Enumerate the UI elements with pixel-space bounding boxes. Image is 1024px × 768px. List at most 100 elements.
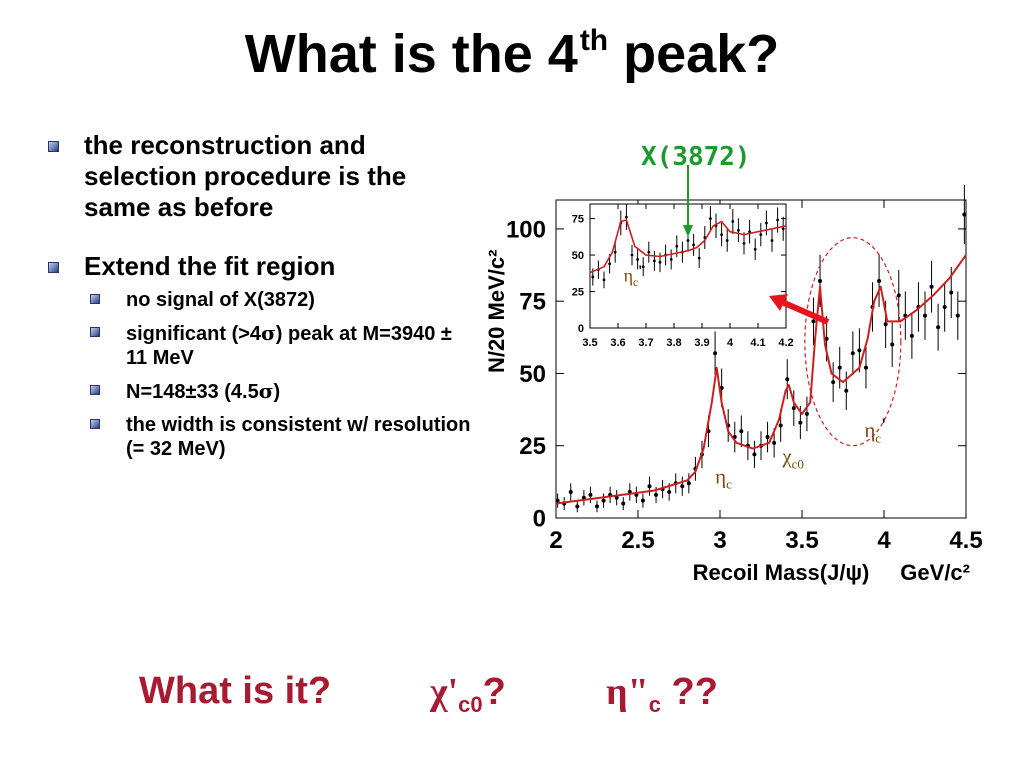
x-tick-label: 4.5	[949, 527, 982, 554]
bullet-reconstruction: the reconstruction and selection procedu…	[42, 130, 472, 223]
subbullet-width: the width is consistent w/ resolution (=…	[84, 413, 472, 461]
data-point	[798, 420, 803, 425]
data-point	[713, 351, 718, 356]
what-is-it-text: What is it?	[139, 670, 332, 712]
peak-label-symbol: η	[624, 265, 633, 285]
peak-label: ηc'	[864, 415, 886, 446]
subbullet-marker-icon	[90, 385, 100, 395]
data-point	[955, 313, 960, 318]
data-point	[697, 256, 701, 260]
fit-curve	[589, 219, 787, 274]
subbullet-marker-icon	[90, 327, 100, 337]
peak-label: ηc'	[624, 262, 643, 289]
data-point	[595, 504, 599, 509]
data-point	[818, 278, 823, 283]
fit-curve	[555, 254, 967, 505]
data-point	[654, 492, 659, 497]
inset-plot: 3.5 3.6 3.7 3.8 3.9 4 4.1 4.2 0 25 50 75 ηc'	[572, 203, 794, 349]
data-point	[772, 440, 777, 445]
data-point	[752, 452, 757, 457]
data-point	[636, 258, 639, 261]
data-point	[791, 406, 796, 411]
data-point	[653, 259, 656, 263]
chi-symbol: χ	[430, 671, 448, 713]
peak-label-subscript: c	[726, 477, 732, 492]
data-point	[929, 284, 934, 289]
data-point	[640, 498, 645, 503]
subbullet-marker-icon	[90, 294, 100, 304]
data-point	[804, 411, 809, 416]
peak-label-symbol: η	[715, 464, 726, 488]
data-point	[785, 377, 790, 382]
inset-pointer-arrow-line	[780, 299, 830, 325]
data-point	[753, 247, 757, 251]
subbullet-count: N=148±33 (4.5σ)	[84, 379, 472, 404]
eta-symbol: η	[606, 671, 628, 713]
y-tick-label: 0	[533, 505, 546, 532]
eta-subscript: c	[648, 692, 661, 717]
data-point	[949, 290, 954, 295]
data-point	[669, 258, 673, 261]
data-point	[857, 348, 862, 353]
data-point	[844, 388, 849, 393]
eta-c-double-prime-candidate: η"c ??	[606, 670, 718, 718]
title-main: What is the 4	[244, 24, 578, 84]
x-tick-label: 2	[549, 527, 562, 554]
inset-pointer-arrow-head	[769, 294, 788, 311]
x-tick-label: 4	[877, 527, 891, 554]
y-axis-label: N/20 MeV/c²	[484, 250, 509, 373]
data-point	[667, 489, 672, 494]
peak-label-symbol: η	[864, 418, 875, 442]
data-point	[739, 429, 744, 434]
data-point	[675, 244, 679, 248]
data-point	[765, 221, 768, 225]
data-point	[731, 220, 735, 223]
bullet-list: the reconstruction and selection procedu…	[42, 130, 472, 461]
data-point	[658, 260, 662, 264]
data-point	[778, 423, 783, 428]
y-tick-label: 25	[519, 433, 546, 460]
peak-label-subscript: c0	[792, 456, 805, 471]
chi-prime-mark: '	[447, 671, 459, 713]
data-point	[647, 250, 651, 254]
eta-question: ??	[660, 671, 718, 713]
subbullet-marker-icon	[90, 419, 100, 429]
data-point	[630, 253, 634, 257]
sigma-symbol: σ	[261, 321, 276, 345]
peak-label-symbol: χ	[781, 444, 792, 468]
x3872-arrow-head	[683, 225, 693, 237]
data-point	[725, 239, 729, 242]
x-tick-label: 3.5	[785, 527, 818, 554]
peak-label-prime: '	[881, 415, 886, 436]
subbullet-text: no signal of X(3872)	[126, 289, 315, 311]
data-point	[686, 481, 691, 486]
data-point	[909, 333, 914, 338]
data-point	[686, 239, 690, 242]
data-point	[936, 325, 941, 330]
data-point	[709, 217, 712, 220]
subbullet-text: N=148±33 (4.5	[126, 381, 259, 403]
x3872-annotation: X(3872)	[641, 142, 751, 172]
bottom-question: What is it? χ'c0? η"c ??	[0, 670, 1024, 730]
x-tick-label: 3.9	[694, 337, 709, 349]
x-tick-label: 3.8	[666, 337, 681, 349]
eta-prime-mark: "	[627, 671, 649, 713]
data-point	[613, 250, 617, 254]
data-point	[831, 380, 836, 385]
peak-label-subscript: c	[875, 430, 881, 445]
peak-label: χc0	[781, 444, 804, 471]
data-point	[601, 498, 606, 503]
y-tick-label: 75	[519, 289, 546, 316]
data-point	[748, 230, 751, 234]
y-tick-label: 0	[578, 323, 584, 335]
sigma-symbol: σ	[258, 379, 274, 403]
data-point	[896, 293, 901, 298]
data-point	[877, 278, 882, 283]
bullet-text: Extend the fit region	[84, 251, 336, 281]
data-point	[625, 215, 628, 219]
data-point	[883, 322, 888, 327]
data-point	[742, 241, 746, 245]
chi-subscript: c0	[458, 692, 483, 717]
slide-title: What is the 4th peak?	[0, 24, 1024, 84]
x-tick-label: 3.6	[610, 337, 625, 349]
